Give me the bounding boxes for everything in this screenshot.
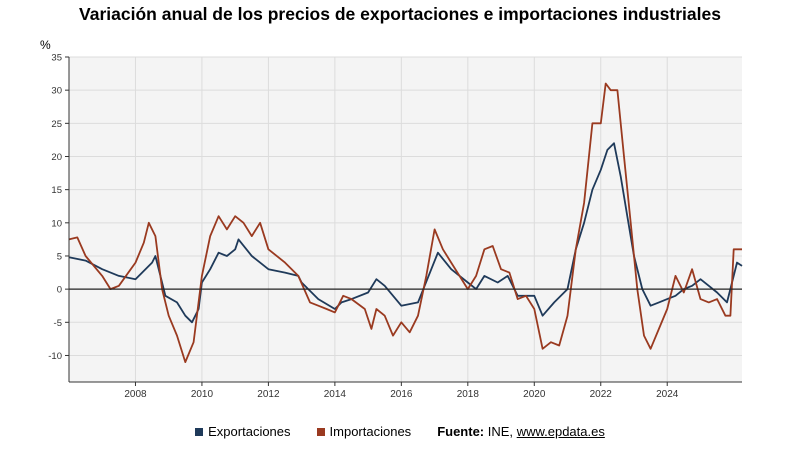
- y-tick-label-15: 15: [51, 185, 62, 196]
- y-axis-label: %: [40, 38, 51, 52]
- x-tick-label-2020: 2020: [523, 389, 546, 400]
- series-line-importaciones: [68, 82, 742, 363]
- source-link[interactable]: www.epdata.es: [516, 424, 605, 439]
- axes: [68, 57, 742, 383]
- legend-item-importaciones: Importaciones: [316, 424, 412, 439]
- x-tick-label-2024: 2024: [656, 389, 679, 400]
- x-tick-label-2014: 2014: [324, 389, 347, 400]
- y-tick-label-20: 20: [51, 152, 62, 163]
- x-tick-label-2008: 2008: [124, 389, 147, 400]
- source-label: Fuente:: [437, 424, 485, 439]
- legend-label-importaciones: Importaciones: [329, 424, 412, 439]
- y-tick-label-0: 0: [57, 285, 62, 296]
- x-tick-label-2018: 2018: [457, 389, 480, 400]
- y-tick-label-5: 5: [57, 251, 62, 262]
- y-tick-label-25: 25: [51, 119, 62, 130]
- y-tick-label-10: 10: [51, 218, 62, 229]
- x-tick-label-2022: 2022: [590, 389, 613, 400]
- chart-title: Variación anual de los precios de export…: [79, 4, 721, 24]
- x-tick-label-2010: 2010: [191, 389, 214, 400]
- legend-swatch-exportaciones: [195, 427, 204, 436]
- y-tick-labels: 35 30 25 20 15 10 5 0 -5 -10: [48, 53, 62, 362]
- y-tick-label--5: -5: [54, 318, 62, 329]
- y-tick-label--10: -10: [48, 351, 62, 362]
- legend: Exportaciones Importaciones Fuente: INE,…: [0, 424, 800, 439]
- x-tick-label-2012: 2012: [257, 389, 280, 400]
- x-tick-label-2016: 2016: [390, 389, 413, 400]
- source-note: Fuente: INE, www.epdata.es: [437, 424, 605, 439]
- y-tick-label-30: 30: [51, 86, 62, 97]
- legend-label-exportaciones: Exportaciones: [208, 424, 291, 439]
- source-text: INE,: [487, 424, 514, 439]
- legend-item-exportaciones: Exportaciones: [195, 424, 291, 439]
- x-tick-labels: 2008 2010 2012 2014 2016 2018 2020 2022 2024: [124, 389, 678, 400]
- y-tick-label-35: 35: [51, 53, 62, 64]
- legend-swatch-importaciones: [316, 427, 325, 436]
- series-lines: [68, 82, 743, 363]
- plot-area: [69, 57, 742, 382]
- series-line-exportaciones: [68, 142, 743, 324]
